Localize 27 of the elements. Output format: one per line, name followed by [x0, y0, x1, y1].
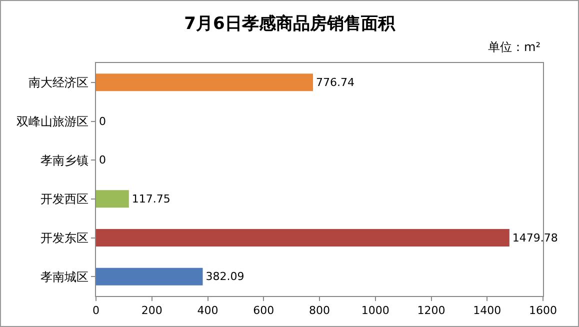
data-label: 382.09	[206, 270, 244, 284]
data-label: 117.75	[132, 192, 170, 206]
data-label: 0	[99, 114, 106, 128]
x-tick-label: 200	[141, 304, 162, 318]
x-tick-label: 1600	[529, 304, 557, 318]
y-tick-label: 开发西区	[40, 192, 89, 206]
bar	[96, 229, 510, 246]
y-tick-label: 孝南乡镇	[40, 153, 89, 168]
y-tick-label: 开发东区	[40, 230, 89, 245]
y-tick-label: 孝南城区	[40, 270, 89, 284]
text: 单位：m²	[488, 40, 541, 54]
bar	[96, 190, 129, 208]
bar	[96, 268, 203, 286]
x-tick-label: 400	[197, 304, 218, 318]
x-tick-label: 1200	[417, 304, 446, 318]
x-tick-label: 1400	[473, 304, 502, 318]
data-label: 776.74	[316, 76, 354, 89]
data-label: 1479.78	[512, 231, 558, 244]
x-tick-label: 800	[309, 304, 330, 318]
data-label: 0	[99, 154, 106, 167]
chart-title: 7月6日孝感商品房销售面积	[184, 14, 396, 34]
x-tick-label: 600	[253, 304, 274, 318]
y-tick-label: 南大经济区	[28, 76, 89, 90]
x-tick-label: 0	[92, 304, 100, 318]
y-tick-label: 双峰山旅游区	[16, 114, 89, 128]
bar	[96, 74, 313, 92]
x-tick-label: 1000	[361, 304, 390, 318]
